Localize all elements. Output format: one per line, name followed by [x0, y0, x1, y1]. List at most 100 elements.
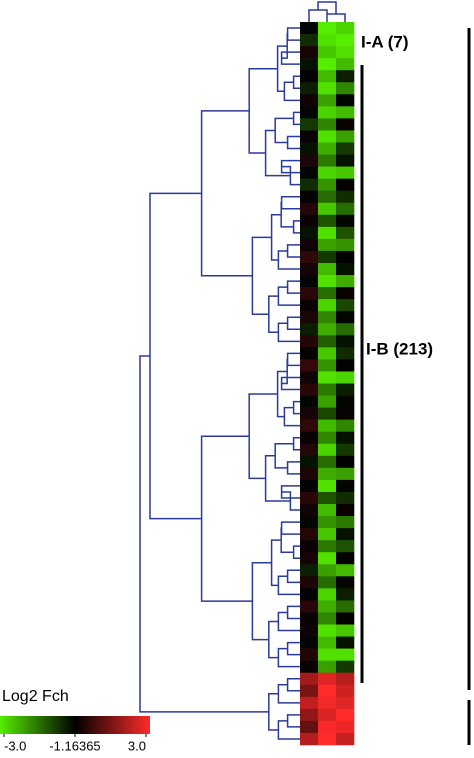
dendrogram-branch	[283, 406, 300, 427]
dendrogram-branch	[280, 521, 300, 535]
dendrogram-branch	[248, 67, 278, 154]
heatmap-cell	[300, 696, 319, 710]
heatmap-cell	[318, 142, 337, 155]
heatmap-cell	[336, 516, 355, 529]
heatmap-cell	[336, 600, 355, 613]
dendrogram-branch	[292, 545, 300, 559]
dendrogram-branch	[274, 443, 294, 469]
dendrogram-branch	[292, 75, 300, 90]
heatmap-cell	[300, 455, 319, 469]
heatmap-cell	[318, 299, 337, 312]
heatmap-cell	[318, 455, 337, 469]
dendrogram-branch	[286, 316, 300, 331]
heatmap-cell	[336, 287, 355, 300]
heatmap-cell	[300, 178, 319, 191]
heatmap-cell	[318, 335, 337, 348]
heatmap-cell	[300, 311, 319, 324]
heatmap-cell	[336, 226, 355, 240]
heatmap-cell	[318, 588, 337, 601]
heatmap-cell	[318, 419, 337, 432]
dendrogram-branch	[283, 81, 300, 102]
heatmap-cell	[300, 46, 319, 59]
heatmap-cell	[300, 238, 319, 252]
heatmap-cell	[300, 708, 319, 722]
dendrogram-branch	[270, 214, 282, 261]
heatmap-cell	[300, 720, 319, 734]
heatmap-cell	[300, 636, 319, 649]
heatmap-cell	[336, 58, 355, 71]
heatmap-cell	[336, 106, 355, 119]
dendrogram-branch	[286, 714, 300, 728]
heatmap-cell	[336, 190, 355, 204]
heatmap-cell	[336, 22, 355, 35]
heatmap-cell	[318, 202, 337, 216]
heatmap-cell	[318, 528, 337, 541]
heatmap-cell	[300, 576, 319, 589]
dendrogram-branch	[308, 1, 346, 22]
heatmap-cell	[318, 660, 337, 673]
heatmap-cell	[336, 94, 355, 107]
heatmap-cell	[300, 528, 319, 541]
heatmap-cell	[336, 299, 355, 312]
heatmap-cell	[336, 371, 355, 384]
heatmap-cell	[300, 154, 319, 167]
heatmap-cell	[300, 467, 319, 481]
heatmap-cell	[318, 636, 337, 649]
heatmap-cell	[336, 479, 355, 493]
heatmap-cell	[336, 588, 355, 601]
heatmap-cell	[318, 178, 337, 191]
dendrogram-branch	[292, 111, 300, 126]
colorbar-tick-label: -3.0	[4, 738, 26, 753]
heatmap-cell	[336, 467, 355, 481]
heatmap-cell	[336, 347, 355, 360]
heatmap-cell	[300, 443, 319, 457]
dendrogram-branch	[292, 436, 300, 451]
heatmap-cell	[300, 94, 319, 107]
heatmap-cell	[318, 383, 337, 396]
heatmap-cell	[336, 70, 355, 83]
heatmap-cell	[300, 118, 319, 131]
dendrogram-branch	[286, 27, 300, 41]
heatmap-cell	[300, 82, 319, 95]
colorbar-tick-label: -1.16365	[49, 738, 100, 753]
dendrogram-branch	[268, 295, 279, 334]
heatmap-cell	[336, 214, 355, 228]
heatmap-cell	[300, 624, 319, 637]
dendrogram-branch	[280, 195, 300, 210]
heatmap-cell	[318, 58, 337, 71]
heatmap-cell	[318, 347, 337, 360]
heatmap-cell	[318, 94, 337, 107]
heatmap-cell	[336, 504, 355, 517]
heatmap-cell	[318, 443, 337, 457]
colorbar-tick-label: 3.0	[128, 738, 146, 753]
heatmap-cell	[300, 335, 319, 348]
heatmap-cell	[336, 311, 355, 324]
heatmap-cell	[336, 323, 355, 336]
heatmap-cell	[300, 275, 319, 288]
heatmap-cell	[300, 672, 319, 686]
heatmap-cell	[318, 612, 337, 625]
heatmap-cell	[300, 588, 319, 601]
heatmap-cell	[336, 455, 355, 469]
heatmap-cell	[300, 299, 319, 312]
heatmap-cell	[318, 214, 337, 228]
heatmap-cell	[336, 202, 355, 216]
dendrogram-branch	[280, 202, 294, 228]
dendrogram-branch	[264, 455, 291, 502]
dendrogram-branch	[277, 575, 300, 596]
heatmap-cell	[336, 275, 355, 288]
heatmap-cell	[336, 540, 355, 553]
heatmap-cell	[318, 696, 337, 710]
dendrogram-branch	[270, 539, 282, 587]
heatmap-cell	[336, 648, 355, 661]
heatmap-cell	[336, 166, 355, 179]
heatmap-cell	[336, 443, 355, 457]
heatmap-cell	[336, 263, 355, 276]
heatmap-cell	[300, 142, 319, 155]
heatmap-cell	[336, 732, 355, 746]
dendrogram-branch	[286, 135, 300, 150]
heatmap-cell	[318, 226, 337, 240]
heatmap-cell	[336, 383, 355, 396]
heatmap-cell	[336, 672, 355, 686]
